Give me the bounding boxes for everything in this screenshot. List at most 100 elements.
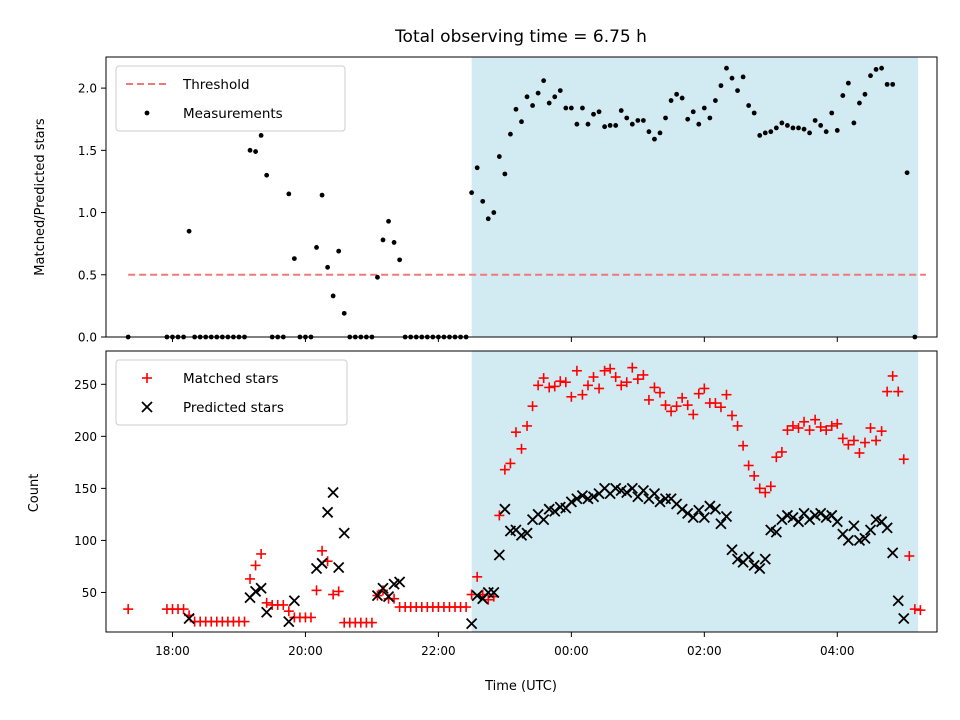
marker-stroke (543, 503, 555, 515)
measurement-point (740, 74, 746, 80)
predicted-star-marker (726, 544, 738, 556)
marker-stroke (698, 511, 710, 524)
predicted-star-marker (521, 527, 533, 539)
predicted-star-marker (704, 500, 716, 512)
measurement-point (663, 115, 668, 121)
predicted-star-marker (754, 562, 766, 575)
matched-star-marker (317, 545, 328, 556)
marker-stroke (720, 510, 733, 523)
predicted-star-marker (637, 484, 650, 497)
marker-stroke (870, 513, 882, 526)
top-legend: Threshold Measurements (115, 65, 346, 132)
predicted-star-marker (261, 606, 273, 618)
measurement-point (845, 80, 851, 86)
matched-star-marker (882, 386, 893, 397)
measurement-point (591, 111, 596, 117)
marker-stroke (521, 527, 533, 539)
measurement-point (812, 118, 818, 123)
matched-star-marker (771, 452, 782, 463)
marker-stroke (598, 482, 611, 495)
top-panel: 0.0 0.5 1.0 1.5 2.0 Threshold Measurements (78, 56, 938, 345)
matched-star-marker (616, 380, 627, 391)
measurement-point (258, 133, 264, 138)
measurement-point (873, 67, 879, 72)
matched-star-marker (754, 483, 765, 494)
marker-stroke (781, 509, 794, 522)
measurement-point (785, 123, 790, 128)
matched-star-marker (826, 420, 837, 431)
matched-star-marker (461, 602, 472, 613)
measurement-point (768, 129, 774, 135)
legend-predicted-swatch (141, 401, 153, 413)
marker-stroke (587, 491, 600, 503)
predicted-star-marker (803, 513, 816, 526)
marker-stroke (466, 618, 478, 630)
predicted-star-marker (759, 553, 771, 565)
marker-stroke (665, 493, 677, 505)
matched-star-marker (538, 373, 549, 384)
predicted-star-marker (382, 590, 395, 603)
matched-star-marker (688, 409, 699, 420)
top-y-tick-label: 0.0 (78, 331, 97, 345)
measurement-point (840, 93, 846, 98)
bottom-x-tick-label: 18:00 (155, 644, 190, 658)
measurement-point (380, 237, 386, 243)
measurement-point (508, 131, 513, 137)
measurement-point (801, 126, 807, 132)
matched-star-marker (915, 605, 926, 616)
matched-star-marker (738, 440, 749, 451)
predicted-star-marker (327, 486, 339, 499)
matched-star-marker (566, 391, 577, 402)
measurement-point (851, 120, 857, 126)
measurement-point (596, 109, 602, 115)
marker-stroke (626, 482, 638, 495)
legend-label: Predicted stars (183, 400, 284, 416)
marker-stroke (283, 615, 295, 628)
predicted-star-marker (770, 526, 782, 538)
measurement-point (829, 110, 835, 116)
matched-star-marker (904, 551, 915, 562)
matched-star-marker (577, 389, 588, 400)
measurement-point (618, 108, 624, 113)
matched-star-marker (178, 604, 189, 615)
measurement-point (552, 94, 558, 100)
matched-star-marker (588, 372, 599, 383)
matched-star-marker (887, 370, 898, 381)
measurement-point (474, 165, 480, 171)
measurement-point (247, 147, 253, 153)
bottom-y-tick-label: 150 (74, 482, 97, 496)
marker-stroke (255, 582, 267, 594)
legend-label: Threshold (182, 77, 250, 93)
bottom-series-matched-stars (123, 362, 926, 628)
matched-star-marker (909, 604, 920, 615)
measurement-point (291, 256, 297, 261)
measurement-point (336, 248, 342, 254)
measurement-point (823, 129, 829, 135)
measurement-point (735, 88, 740, 93)
matched-star-marker (599, 365, 610, 376)
matched-star-marker (815, 421, 826, 432)
marker-stroke (798, 507, 810, 519)
marker-stroke (321, 506, 334, 518)
marker-stroke (848, 520, 860, 532)
measurement-point (746, 103, 752, 108)
measurement-point (701, 105, 707, 111)
predicted-star-marker (743, 551, 755, 563)
marker-stroke (687, 511, 699, 524)
predicted-star-marker (321, 506, 334, 518)
measurement-point (635, 118, 641, 123)
legend-box (115, 359, 348, 426)
measurement-point (264, 172, 270, 178)
predicted-star-marker (787, 511, 799, 524)
measurement-point (657, 130, 663, 136)
matched-star-marker (843, 439, 854, 450)
legend-measurement-swatch (144, 110, 150, 116)
bottom-x-tick-label: 00:00 (554, 644, 589, 658)
marker-stroke (831, 516, 843, 528)
legend-matched-swatch (142, 373, 152, 383)
matched-star-marker (865, 423, 876, 434)
matched-star-marker (366, 617, 377, 628)
marker-stroke (538, 513, 550, 526)
measurement-point (690, 109, 696, 115)
measurement-point (640, 118, 646, 123)
